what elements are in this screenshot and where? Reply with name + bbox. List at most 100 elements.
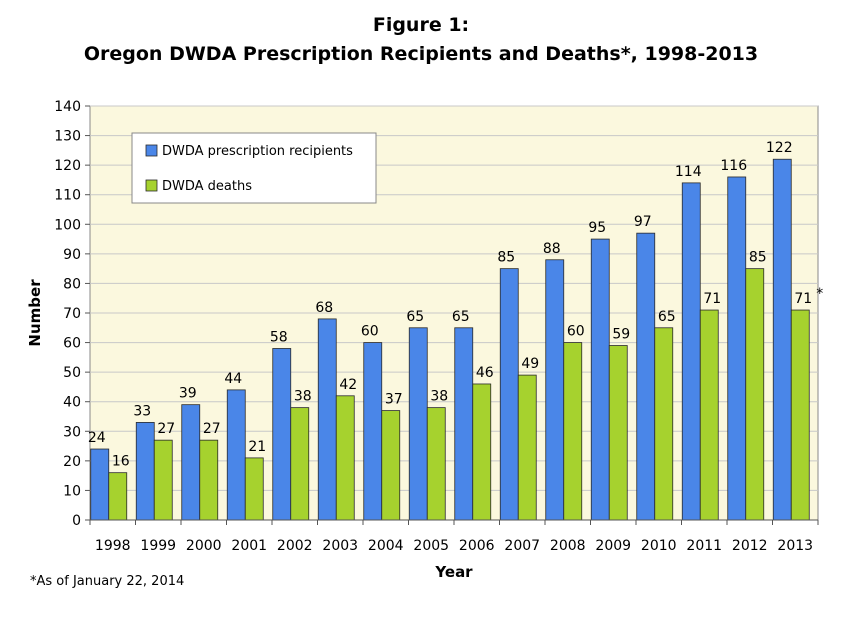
legend-swatch-deaths <box>145 179 158 192</box>
bar-recipients-2005 <box>408 327 428 521</box>
bar-deaths-2007 <box>517 374 537 521</box>
y-tick-label: 40 <box>63 395 81 411</box>
bar-deaths-2011 <box>699 309 719 521</box>
bar-deaths-2000 <box>199 439 219 521</box>
bar-deaths-1999 <box>153 439 173 521</box>
bar-deaths-2009 <box>608 345 628 521</box>
data-label-deaths-1999: 27 <box>157 421 175 437</box>
data-label-recipients-2010: 97 <box>634 214 652 230</box>
data-label-recipients-2011: 114 <box>675 164 702 180</box>
y-tick-label: 90 <box>63 247 81 263</box>
data-label-recipients-2001: 44 <box>224 371 242 387</box>
x-axis-ticks: 1998 1999 2000 2001 2002 2003 2004 2005 2006 2007… <box>89 520 819 554</box>
bar-recipients-2003 <box>317 318 337 521</box>
x-tick-label: 2000 <box>186 538 222 554</box>
bar-recipients-2010 <box>636 232 656 521</box>
legend-label-deaths: DWDA deaths <box>162 179 252 194</box>
x-tick-label: 1999 <box>140 538 176 554</box>
data-label-recipients-2009: 95 <box>588 220 606 236</box>
bar-recipients-2007 <box>499 268 519 521</box>
data-label-recipients-2013: 122 <box>766 140 793 156</box>
data-label-recipients-2006: 65 <box>452 309 470 325</box>
data-label-deaths-2012: 85 <box>749 250 767 266</box>
legend: DWDA prescription recipients DWDA deaths <box>131 132 377 204</box>
bar-recipients-2013 <box>772 158 792 521</box>
x-tick-label: 2007 <box>504 538 540 554</box>
bar-recipients-2004 <box>363 342 383 521</box>
bar-deaths-2005 <box>426 407 446 521</box>
bar-deaths-2002 <box>290 407 310 521</box>
y-axis-ticks: 0 10 20 30 40 50 60 70 80 90 100 110 120 130 140 <box>54 99 90 529</box>
data-label-deaths-2002: 38 <box>294 389 312 405</box>
data-label-recipients-2002: 58 <box>270 329 288 345</box>
bars <box>90 158 810 521</box>
y-tick-label: 60 <box>63 336 81 352</box>
x-tick-label: 2004 <box>368 538 404 554</box>
bar-deaths-2006 <box>472 383 492 521</box>
y-axis-title: Number <box>26 279 44 347</box>
data-label-recipients-2012: 116 <box>720 158 747 174</box>
bar-recipients-2000 <box>181 404 201 521</box>
y-tick-label: 10 <box>63 483 81 499</box>
bar-deaths-2012 <box>745 268 765 521</box>
data-label-recipients-1998: 24 <box>88 430 106 446</box>
y-tick-label: 30 <box>63 424 81 440</box>
data-label-deaths-2005: 38 <box>430 389 448 405</box>
footnote: *As of January 22, 2014 <box>30 574 185 589</box>
bar-recipients-2008 <box>545 259 565 521</box>
x-tick-label: 2008 <box>550 538 586 554</box>
data-label-deaths-2013: 71 <box>794 291 812 307</box>
bar-recipients-2012 <box>727 176 747 521</box>
bar-recipients-2002 <box>272 348 292 521</box>
data-label-deaths-2003: 42 <box>339 377 357 393</box>
x-tick-label: 2003 <box>322 538 358 554</box>
data-label-deaths-2006: 46 <box>476 365 494 381</box>
data-label-deaths-2007: 49 <box>521 356 539 372</box>
bar-recipients-1999 <box>135 422 155 521</box>
legend-swatch-recipients <box>145 144 158 157</box>
data-label-deaths-2008: 60 <box>567 324 585 340</box>
x-tick-label: 2010 <box>641 538 677 554</box>
bar-deaths-2001 <box>244 457 264 521</box>
data-label-deaths-2001: 21 <box>248 439 266 455</box>
data-label-recipients-2003: 68 <box>315 300 333 316</box>
data-label-recipients-2008: 88 <box>543 241 561 257</box>
y-tick-label: 50 <box>63 365 81 381</box>
x-tick-label: 2002 <box>277 538 313 554</box>
data-label-deaths-2011: 71 <box>703 291 721 307</box>
y-tick-label: 100 <box>54 217 81 233</box>
data-label-deaths-2000: 27 <box>203 421 221 437</box>
y-tick-label: 120 <box>54 158 81 174</box>
x-tick-label: 2006 <box>459 538 495 554</box>
figure-label: Figure 1: <box>372 14 470 36</box>
y-tick-label: 110 <box>54 188 81 204</box>
x-tick-label: 2013 <box>777 538 813 554</box>
data-label-deaths-1998: 16 <box>112 454 130 470</box>
annotation-asterisk: * <box>816 286 823 302</box>
x-tick-label: 2011 <box>686 538 722 554</box>
y-tick-label: 20 <box>63 454 81 470</box>
y-tick-label: 70 <box>63 306 81 322</box>
x-tick-label: 2005 <box>413 538 449 554</box>
bar-deaths-2013 <box>790 309 810 521</box>
data-label-recipients-2007: 85 <box>497 250 515 266</box>
data-label-deaths-2004: 37 <box>385 392 403 408</box>
bar-recipients-2009 <box>590 238 610 521</box>
data-label-recipients-1999: 33 <box>133 403 151 419</box>
y-tick-label: 0 <box>72 513 81 529</box>
bar-recipients-2011 <box>681 182 701 521</box>
x-tick-label: 2001 <box>231 538 267 554</box>
legend-box <box>131 132 377 204</box>
chart-title: Oregon DWDA Prescription Recipients and … <box>83 43 759 65</box>
x-tick-label: 2012 <box>732 538 768 554</box>
bar-deaths-2010 <box>654 327 674 521</box>
x-tick-label: 2009 <box>595 538 631 554</box>
bar-deaths-2008 <box>563 342 583 521</box>
legend-label-recipients: DWDA prescription recipients <box>162 144 353 159</box>
x-axis-title: Year <box>434 563 473 581</box>
bar-deaths-2003 <box>335 395 355 521</box>
bar-deaths-1998 <box>108 472 128 521</box>
y-tick-label: 140 <box>54 99 81 115</box>
data-label-deaths-2010: 65 <box>658 309 676 325</box>
